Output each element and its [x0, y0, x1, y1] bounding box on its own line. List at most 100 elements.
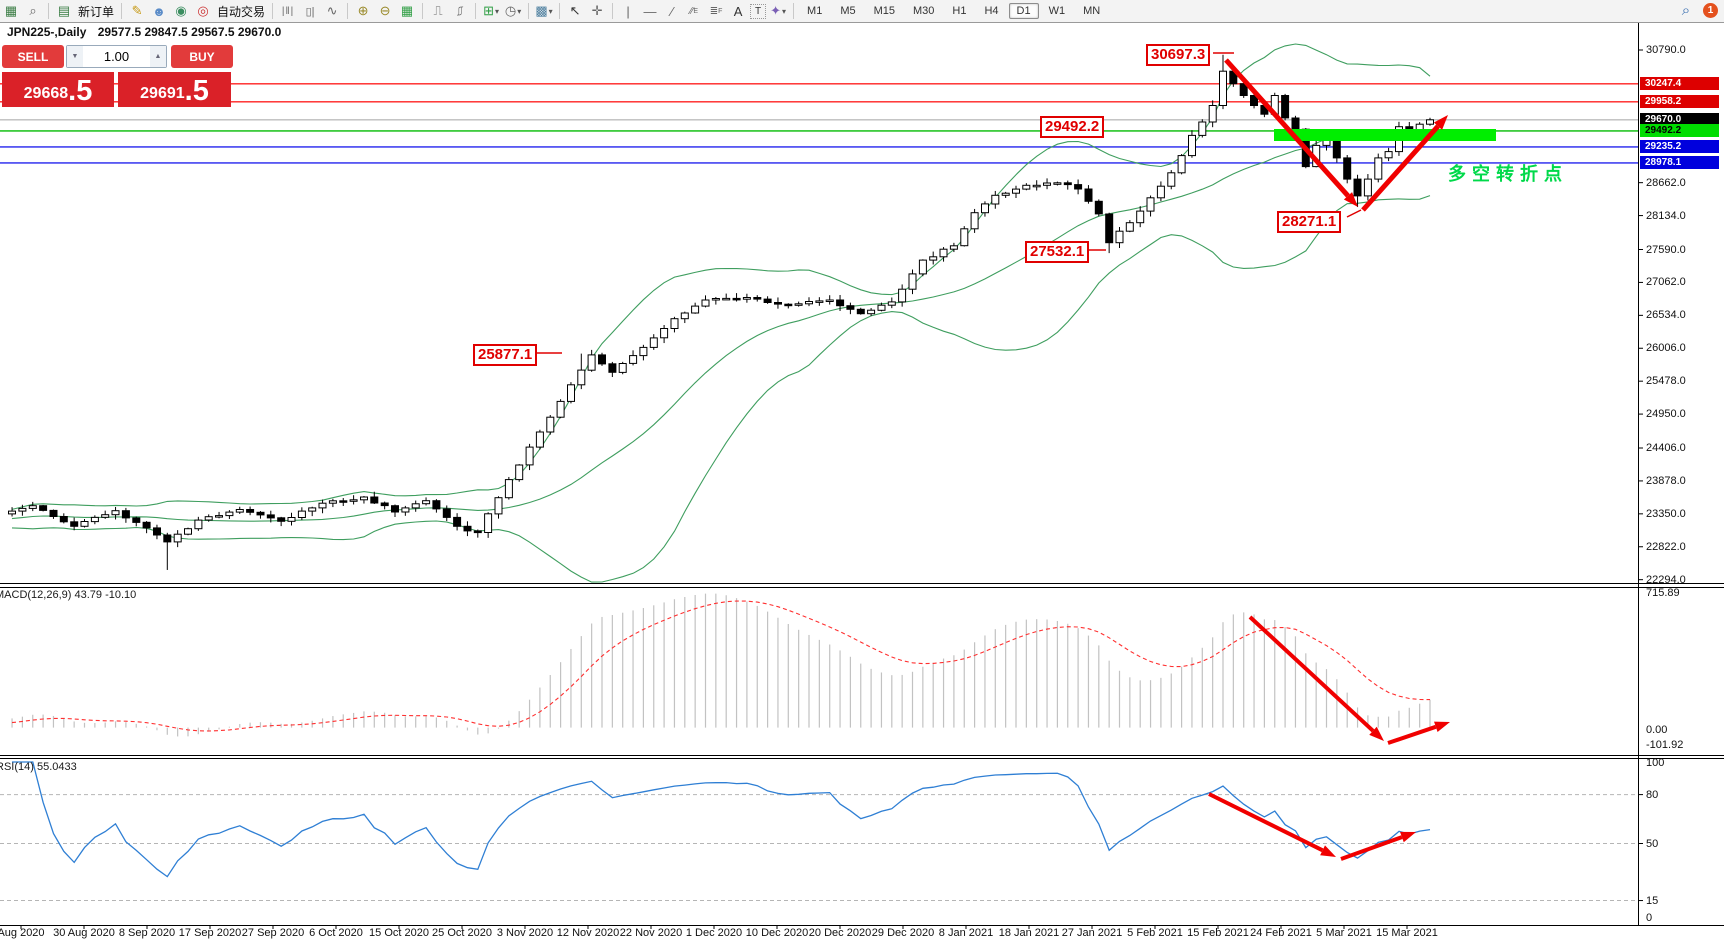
timeframe-bar: M1 M5 M15 M30 H1 H4 D1 W1 MN	[798, 3, 1109, 19]
crosshair-icon[interactable]: ✛	[591, 3, 603, 18]
bar-chart-icon[interactable]: |‖|	[281, 5, 295, 17]
chart-canvas	[0, 23, 1724, 929]
auto-trading-button[interactable]: 自动交易	[217, 4, 266, 19]
price-annotation[interactable]: 30697.3	[1146, 44, 1211, 66]
toolbar-separator	[422, 3, 424, 19]
macd-scale-max: 715.89	[1646, 587, 1680, 599]
ask-main: 29691	[140, 85, 185, 102]
horizontal-line-icon[interactable]: —	[643, 3, 657, 19]
price-tick: 28134.0	[1646, 209, 1686, 222]
new-chart-icon[interactable]: ▦	[4, 3, 18, 18]
price-annotation[interactable]: 28271.1	[1277, 211, 1342, 233]
price-tick: 24950.0	[1646, 408, 1686, 421]
toolbar-separator	[793, 3, 795, 19]
date-tick: 27 Jan 2021	[1061, 927, 1123, 939]
timeframe-M15[interactable]: M15	[873, 5, 895, 17]
macd-label: MACD(12,26,9) 43.79 -10.10	[0, 589, 137, 601]
date-tick: 15 Oct 2020	[369, 927, 429, 939]
equidistant-channel-icon[interactable]: ∕∕ E	[690, 5, 699, 17]
price-tick: 26006.0	[1646, 342, 1686, 355]
date-tick: 30 Aug 2020	[53, 927, 115, 939]
date-tick: 10 Dec 2020	[745, 927, 809, 939]
text-icon[interactable]: A	[733, 3, 743, 19]
date-tick: 29 Dec 2020	[871, 927, 935, 939]
new-order-icon[interactable]: ▤	[57, 3, 71, 18]
search-icon[interactable]: ⌕	[1681, 1, 1691, 19]
date-tick: 8 Jan 2021	[938, 927, 994, 939]
timeframe-M30[interactable]: M30	[913, 5, 935, 17]
price-tick: 27590.0	[1646, 243, 1686, 256]
add-indicator-icon[interactable]: ⊞ ▾	[483, 3, 499, 18]
price-badge: 29670.0	[1640, 113, 1719, 127]
arrows-icon[interactable]: ✦ ▾	[770, 3, 786, 18]
toolbar-separator	[272, 3, 274, 19]
indicator-list-icon[interactable]: ⎎	[456, 3, 464, 18]
date-tick: 8 Sep 2020	[118, 927, 176, 939]
timeframe-M1[interactable]: M1	[807, 5, 823, 17]
bid-price-display[interactable]: 29668 .5	[2, 72, 114, 107]
line-chart-icon[interactable]: ∿	[326, 3, 338, 18]
toolbar-separator	[48, 3, 49, 19]
timeframe-H1[interactable]: H1	[952, 5, 967, 17]
fibonacci-icon[interactable]: ≣ F	[709, 5, 723, 17]
note-annotation[interactable]: 多空转折点	[1448, 164, 1568, 184]
tile-windows-icon[interactable]: ▦	[400, 3, 414, 18]
crayon-icon[interactable]: ✎	[131, 3, 143, 18]
ask-price-display[interactable]: 29691 .5	[118, 72, 231, 107]
rsi-level-50: 50	[1646, 837, 1659, 850]
toolbar-separator	[559, 3, 561, 19]
timeframe-W1[interactable]: W1	[1048, 5, 1066, 17]
cursor-icon[interactable]: ↖	[569, 3, 581, 18]
macd-scale-min: -101.92	[1646, 739, 1684, 751]
templates-icon[interactable]: ▩ ▾	[535, 3, 553, 18]
timeframe-MN[interactable]: MN	[1083, 5, 1101, 17]
volume-stepper: ▼ 1.00 ▲	[66, 45, 167, 68]
chat-icon[interactable]: 1	[1703, 2, 1718, 18]
price-tick: 28662.0	[1646, 176, 1686, 189]
rsi-level-15: 15	[1646, 894, 1659, 907]
periods-icon[interactable]: ◷ ▾	[504, 3, 522, 18]
new-order-button[interactable]: 新订单	[78, 4, 115, 19]
price-annotation[interactable]: 29492.2	[1040, 116, 1105, 138]
price-tick: 25478.0	[1646, 375, 1686, 388]
price-annotation[interactable]: 25877.1	[473, 344, 538, 366]
signal-icon[interactable]: ◉	[175, 3, 187, 18]
toolbar: ▦ ⌕ ▤ 新订单 ✎ ☻ ◉ ◎ 自动交易 |‖| ▯| ∿ ⊕ ⊖ ▦ ⎍ …	[0, 0, 1724, 23]
rsi-level-80: 80	[1646, 788, 1659, 801]
trendline-icon[interactable]: ∕	[670, 3, 674, 19]
date-tick: 6 Oct 2020	[309, 927, 363, 939]
price-tick: 22822.0	[1646, 540, 1686, 553]
volume-decrease-button[interactable]: ▼	[67, 46, 83, 67]
sell-button[interactable]: SELL	[2, 45, 64, 68]
date-tick: 22 Nov 2020	[619, 927, 683, 939]
timeframe-M5[interactable]: M5	[840, 5, 856, 17]
text-label-icon[interactable]: T	[750, 3, 767, 19]
vertical-line-icon[interactable]: |	[626, 3, 630, 19]
search-chart-icon[interactable]: ⌕	[29, 3, 37, 18]
date-tick: 24 Feb 2021	[1250, 927, 1312, 939]
zoom-in-icon[interactable]: ⊕	[357, 3, 369, 18]
price-tick: 27062.0	[1646, 276, 1686, 289]
rsi-scale-100: 100	[1646, 757, 1665, 769]
date-tick: 17 Sep 2020	[178, 927, 242, 939]
profile-icon[interactable]: ☻	[152, 3, 166, 19]
price-badge: 30247.4	[1640, 77, 1719, 91]
indicators-icon[interactable]: ⎍	[433, 3, 443, 18]
date-tick: 20 Dec 2020	[808, 927, 872, 939]
price-tick: 30790.0	[1646, 44, 1686, 56]
ohlc-values: 29577.5 29847.5 29567.5 29670.0	[97, 25, 282, 39]
toolbar-separator	[612, 3, 614, 19]
volume-increase-button[interactable]: ▲	[150, 46, 166, 67]
volume-input[interactable]: 1.00	[103, 49, 130, 64]
timeframe-D1[interactable]: D1	[1008, 3, 1039, 19]
date-tick: 15 Feb 2021	[1187, 927, 1249, 939]
price-tick: 24406.0	[1646, 442, 1686, 454]
candlestick-chart-icon[interactable]: ▯|	[305, 5, 315, 18]
price-annotation[interactable]: 27532.1	[1025, 241, 1090, 263]
zoom-out-icon[interactable]: ⊖	[379, 3, 391, 18]
date-tick: 1 Dec 2020	[685, 927, 743, 939]
timeframe-H4[interactable]: H4	[984, 5, 999, 17]
buy-button[interactable]: BUY	[171, 45, 233, 68]
auto-trading-icon[interactable]: ◎	[197, 3, 209, 18]
